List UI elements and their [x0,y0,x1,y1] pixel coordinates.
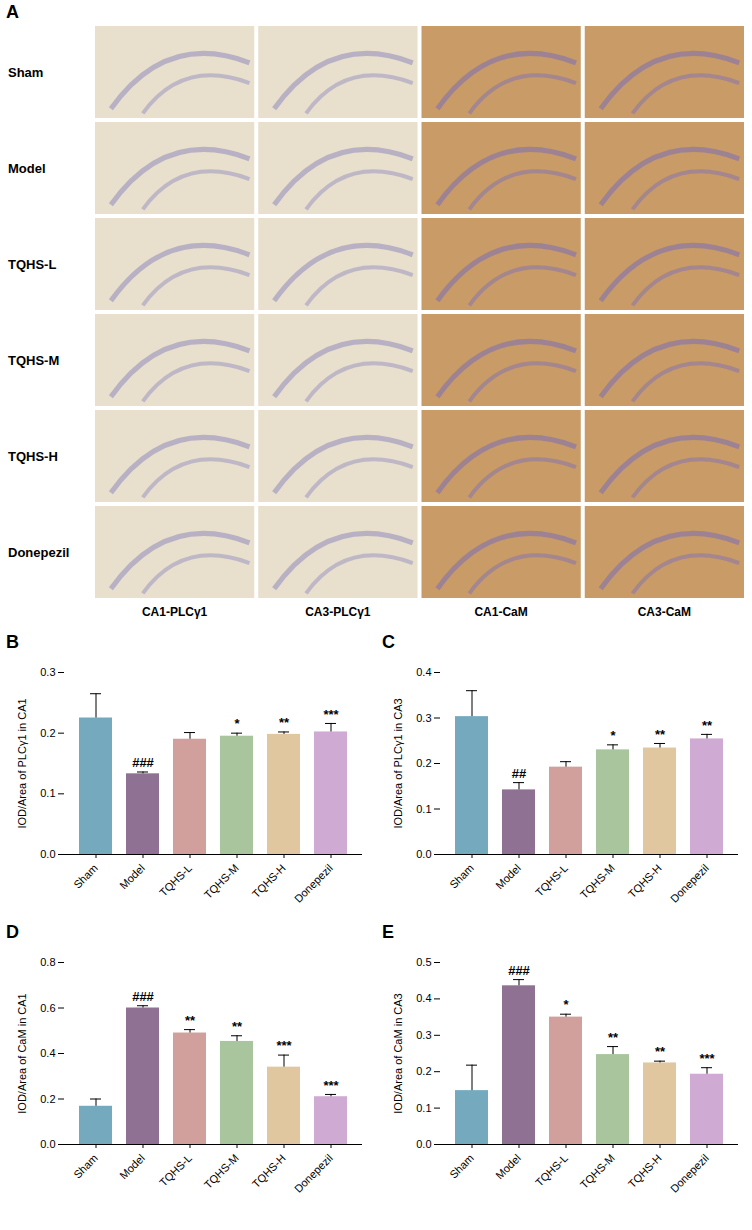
svg-text:Sham: Sham [71,862,100,891]
svg-text:###: ### [132,989,154,1004]
svg-text:TQHS-H: TQHS-H [626,1152,664,1190]
svg-text:Donepezil: Donepezil [668,1152,711,1195]
svg-text:Sham: Sham [447,1152,476,1181]
svg-text:TQHS-H: TQHS-H [250,862,288,900]
svg-text:0.4: 0.4 [416,666,431,678]
svg-text:TQHS-L: TQHS-L [157,862,194,899]
svg-text:TQHS-M: TQHS-M [202,862,241,901]
svg-text:0.5: 0.5 [416,956,431,968]
svg-text:##: ## [512,766,527,781]
svg-text:**: ** [702,718,713,733]
svg-text:IOD/Area of PLCγ1 in CA1: IOD/Area of PLCγ1 in CA1 [16,698,28,828]
svg-text:0.2: 0.2 [416,757,431,769]
svg-text:***: *** [699,1051,715,1066]
svg-text:###: ### [132,755,154,770]
svg-text:0.4: 0.4 [416,992,431,1004]
svg-text:**: ** [185,1013,196,1028]
svg-text:**: ** [279,715,290,730]
svg-text:Donepezil: Donepezil [8,545,69,560]
svg-text:A: A [6,2,19,22]
svg-text:IOD/Area of CaM in CA3: IOD/Area of CaM in CA3 [392,993,404,1113]
svg-text:TQHS-L: TQHS-L [533,862,570,899]
svg-text:**: ** [655,727,666,742]
svg-text:***: *** [323,1078,339,1093]
svg-text:TQHS-L: TQHS-L [533,1152,570,1189]
svg-text:0.2: 0.2 [40,1093,55,1105]
svg-text:IOD/Area of CaM in CA1: IOD/Area of CaM in CA1 [16,993,28,1113]
svg-text:0.2: 0.2 [416,1065,431,1077]
svg-text:TQHS-H: TQHS-H [626,862,664,900]
svg-text:0.3: 0.3 [416,712,431,724]
html-text:C: C [382,632,395,652]
svg-text:0.6: 0.6 [40,1002,55,1014]
svg-text:0.0: 0.0 [40,1138,55,1150]
svg-text:***: *** [276,1038,292,1053]
svg-text:0.0: 0.0 [416,848,431,860]
svg-text:Sham: Sham [71,1152,100,1181]
svg-text:Donepezil: Donepezil [292,862,335,905]
svg-text:Donepezil: Donepezil [668,862,711,905]
svg-text:0.1: 0.1 [40,787,55,799]
svg-text:Sham: Sham [8,65,43,80]
svg-text:Model: Model [493,1152,523,1182]
svg-text:0.3: 0.3 [40,666,55,678]
svg-text:Model: Model [117,1152,147,1182]
svg-text:IOD/Area of PLCγ1 in CA3: IOD/Area of PLCγ1 in CA3 [392,698,404,828]
html-text:E: E [382,922,394,942]
svg-text:Model: Model [493,862,523,892]
svg-text:*: * [234,716,240,731]
svg-text:**: ** [232,1019,243,1034]
svg-text:TQHS-L: TQHS-L [157,1152,194,1189]
svg-text:###: ### [508,963,530,978]
svg-text:**: ** [655,1044,666,1059]
svg-text:*: * [610,728,616,743]
svg-text:TQHS-M: TQHS-M [202,1152,241,1191]
svg-text:CA3-PLCγ1: CA3-PLCγ1 [305,605,371,619]
svg-text:**: ** [608,1030,619,1045]
svg-text:Sham: Sham [447,862,476,891]
svg-text:TQHS-M: TQHS-M [578,862,617,901]
svg-text:0.8: 0.8 [40,956,55,968]
svg-text:CA1-PLCγ1: CA1-PLCγ1 [142,605,208,619]
svg-text:Model: Model [117,862,147,892]
svg-text:CA3-CaM: CA3-CaM [638,605,691,619]
svg-text:CA1-CaM: CA1-CaM [474,605,527,619]
svg-text:TQHS-H: TQHS-H [250,1152,288,1190]
svg-text:0.3: 0.3 [416,1029,431,1041]
html-text:B: B [6,632,19,652]
svg-text:0.2: 0.2 [40,727,55,739]
svg-text:***: *** [323,707,339,722]
html-text:D: D [6,922,19,942]
svg-text:TQHS-H: TQHS-H [8,449,58,464]
svg-text:0.1: 0.1 [416,1102,431,1114]
svg-text:0.4: 0.4 [40,1047,55,1059]
svg-text:0.1: 0.1 [416,803,431,815]
svg-text:0.0: 0.0 [416,1138,431,1150]
svg-text:*: * [563,997,569,1012]
svg-text:Donepezil: Donepezil [292,1152,335,1195]
svg-text:Model: Model [8,161,46,176]
svg-text:TQHS-M: TQHS-M [578,1152,617,1191]
svg-text:0.0: 0.0 [40,848,55,860]
svg-text:TQHS-M: TQHS-M [8,353,59,368]
svg-text:TQHS-L: TQHS-L [8,257,56,272]
